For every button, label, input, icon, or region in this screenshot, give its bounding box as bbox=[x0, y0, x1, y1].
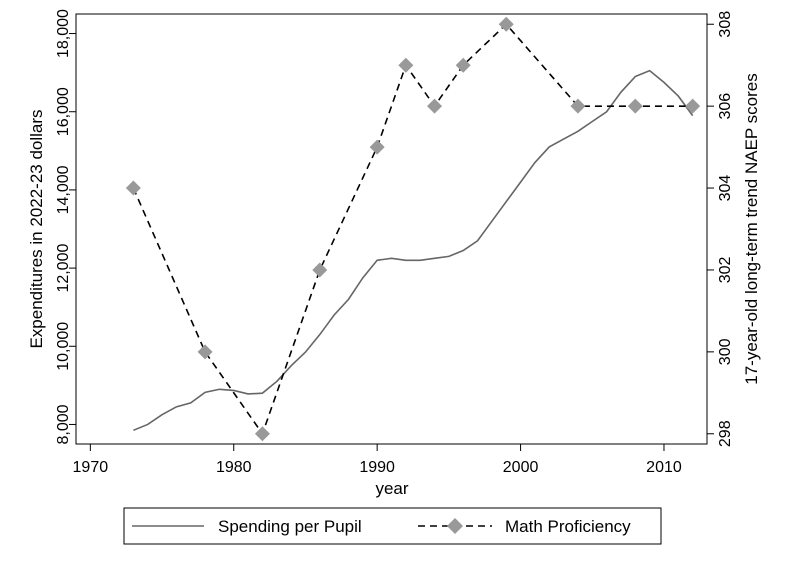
legend-box bbox=[123, 507, 662, 545]
y-right-tick-label: 304 bbox=[717, 175, 734, 202]
math-proficiency-point bbox=[197, 344, 213, 360]
math-proficiency-point bbox=[312, 262, 328, 278]
y-left-tick-label: 18,000 bbox=[55, 9, 72, 58]
math-proficiency-point bbox=[498, 16, 514, 32]
legend-math-marker bbox=[447, 518, 463, 534]
y-left-tick-label: 8,000 bbox=[55, 404, 72, 444]
series-layer bbox=[125, 16, 701, 442]
x-tick-label: 1980 bbox=[216, 459, 252, 476]
y-axis-left-title: Expenditures in 2022-23 dollars bbox=[27, 109, 46, 348]
y-left-tick-label: 16,000 bbox=[55, 87, 72, 136]
x-tick-label: 1990 bbox=[359, 459, 395, 476]
math-proficiency-point bbox=[455, 57, 471, 73]
math-proficiency-point bbox=[427, 98, 443, 114]
y-right-tick-label: 306 bbox=[717, 93, 734, 120]
math-proficiency-point bbox=[570, 98, 586, 114]
math-proficiency-point bbox=[685, 98, 701, 114]
y-right-tick-label: 298 bbox=[717, 420, 734, 447]
math-proficiency-point bbox=[627, 98, 643, 114]
x-axis: 1970 1980 1990 2000 2010 bbox=[73, 444, 682, 476]
math-proficiency-point bbox=[254, 426, 270, 442]
legend-math-label: Math Proficiency bbox=[505, 517, 631, 536]
y-left-tick-label: 12,000 bbox=[55, 244, 72, 293]
y-left-tick-label: 10,000 bbox=[55, 322, 72, 371]
x-tick-label: 2000 bbox=[503, 459, 539, 476]
x-tick-label: 1970 bbox=[73, 459, 109, 476]
x-axis-title: year bbox=[375, 479, 408, 498]
y-right-tick-label: 300 bbox=[717, 338, 734, 365]
spending-per-pupil-line bbox=[133, 69, 694, 432]
legend: Spending per Pupil Math Proficiency bbox=[123, 507, 662, 545]
y-axis-right: 298 300 302 304 306 308 bbox=[707, 11, 734, 447]
math-proficiency-line bbox=[132, 23, 693, 436]
plot-area bbox=[75, 13, 708, 445]
legend-spending-label: Spending per Pupil bbox=[218, 517, 362, 536]
y-axis-right-title: 17-year-old long-term trend NAEP scores bbox=[742, 73, 761, 385]
math-proficiency-point bbox=[125, 180, 141, 196]
math-proficiency-point bbox=[398, 57, 414, 73]
y-left-tick-label: 14,000 bbox=[55, 165, 72, 214]
y-axis-left: 8,000 10,000 12,000 14,000 16,000 18,000 bbox=[55, 9, 76, 444]
y-right-tick-label: 302 bbox=[717, 257, 734, 284]
y-right-tick-label: 308 bbox=[717, 11, 734, 38]
x-tick-label: 2010 bbox=[646, 459, 682, 476]
math-proficiency-point bbox=[369, 139, 385, 155]
